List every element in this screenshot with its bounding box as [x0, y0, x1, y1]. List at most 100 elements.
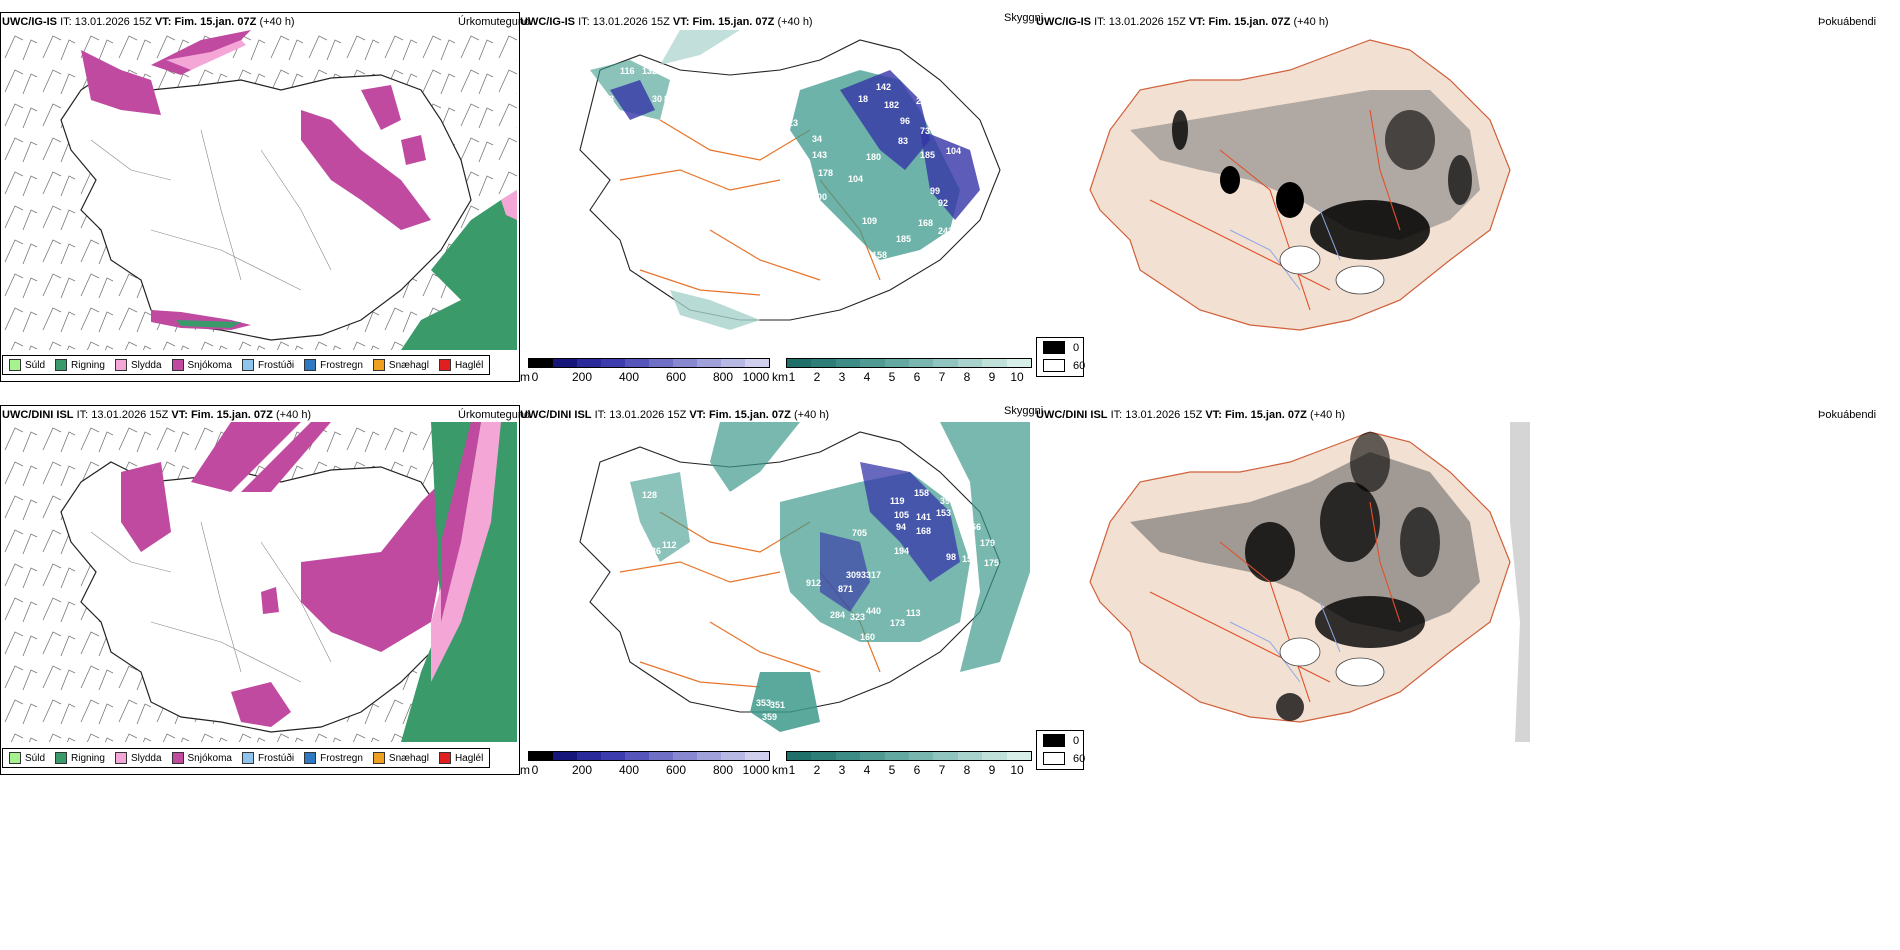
cloud-label: 214	[765, 468, 780, 478]
cloud-label: 136	[646, 546, 661, 556]
cloudbase-tick: 400	[618, 370, 640, 384]
row2-cloud-map: 128 351 214 119 158 394 105 141 153 94 1…	[576, 422, 1030, 732]
cloud-label: 83	[898, 136, 908, 146]
cloud-label: 194	[894, 546, 909, 556]
legend-item-snjokoma: Snjókoma	[171, 752, 232, 764]
visibility-tick: 5	[888, 370, 896, 384]
cloud-label: 83	[604, 94, 614, 104]
cloudbase-tick: 1000	[742, 763, 770, 777]
visibility-tick: 6	[913, 370, 921, 384]
cloud-label: 109	[862, 216, 877, 226]
cloud-label: 158	[872, 250, 887, 260]
cloud-label: 157	[962, 554, 977, 564]
row1-precip-legend: Súld Rigning Slydda Snjókoma Frostúði Fr…	[2, 355, 491, 375]
visibility-tick: 3	[838, 370, 846, 384]
row1-dew-title: Þokuábendi	[1818, 16, 1877, 28]
cloud-label: 116	[620, 66, 635, 76]
cloud-label: 141	[916, 512, 931, 522]
row1-precip-map	[1, 30, 517, 350]
legend-item-frostudi: Frostúði	[241, 359, 294, 371]
cloudbase-tick: 0	[531, 763, 539, 777]
row2-fog-legend: 0 60	[1036, 730, 1085, 770]
cloud-label: 132	[642, 66, 657, 76]
visibility-unit: km	[772, 763, 788, 777]
cloudbase-colorbar	[528, 358, 770, 368]
cloud-label: 98	[946, 552, 956, 562]
legend-item-snaehagl: Snæhagl	[372, 752, 429, 764]
cloud-label: 23	[788, 118, 798, 128]
fog-legend-row: 0	[1043, 734, 1079, 747]
row1-dew-map	[1089, 39, 1511, 331]
cloud-label: 142	[876, 82, 891, 92]
legend-item-slydda: Slydda	[114, 752, 162, 764]
visibility-tick: 10	[1010, 370, 1024, 384]
legend-item-hagel: Haglél	[438, 359, 483, 371]
cloud-label: 351	[770, 700, 785, 710]
row1-precip-panel	[0, 12, 520, 382]
visibility-tick: 2	[813, 763, 821, 777]
fog-legend-row: 60	[1043, 359, 1085, 372]
cloudbase-tick: 200	[571, 370, 593, 384]
visibility-tick: 2	[813, 370, 821, 384]
cloud-label: 359	[762, 712, 777, 722]
visibility-tick: 8	[963, 370, 971, 384]
cloud-label: 185	[920, 150, 935, 160]
cloud-label: 168	[918, 218, 933, 228]
legend-item-slydda: Slydda	[114, 359, 162, 371]
cloud-label: 242	[938, 226, 953, 236]
visibility-tick: 3	[838, 763, 846, 777]
cloud-label: 284	[830, 610, 845, 620]
cloud-label: 128	[642, 490, 657, 500]
cloud-label: 30	[652, 94, 662, 104]
cloud-label: 104	[848, 174, 863, 184]
cloud-label: 92	[938, 198, 948, 208]
cloudbase-tick: 200	[571, 763, 593, 777]
cloud-label: 180	[866, 152, 881, 162]
row2-cloudbase-scale: m 0 200 400 600 800 1000	[520, 751, 770, 777]
visibility-tick: 10	[1010, 763, 1024, 777]
row2-dew-title: Þokuábendi	[1818, 409, 1877, 421]
visibility-unit: km	[772, 370, 788, 384]
cloudbase-unit: m	[520, 370, 530, 384]
visibility-tick: 8	[963, 763, 971, 777]
fog-legend-row: 0	[1043, 341, 1079, 354]
row1-visibility-scale: km 1 2 3 4 5 6 7 8 9 10	[772, 358, 1034, 384]
legend-item-frostregn: Frostregn	[304, 359, 363, 371]
legend-item-snaehagl: Snæhagl	[372, 359, 429, 371]
cloud-label: 113	[906, 608, 921, 618]
row1-cloudbase-scale: m 0 200 400 600 800 1000	[520, 358, 770, 384]
cloud-label: 153	[936, 508, 951, 518]
visibility-tick: 9	[988, 370, 996, 384]
cloud-label: 129	[776, 94, 791, 104]
row2-dew-map	[1089, 422, 1530, 742]
legend-item-sudl: Súld	[9, 752, 45, 764]
legend-item-rigning: Rigning	[55, 752, 105, 764]
cloud-label: 184	[754, 592, 769, 602]
cloud-label: 99	[930, 186, 940, 196]
row1-fog-legend: 0 60	[1036, 337, 1085, 377]
row1-cloud-map: 116 132 83 30 87 129 23 105 143 34 178 1…	[560, 30, 1001, 330]
visibility-tick: 1	[788, 370, 796, 384]
cloud-label: 166	[966, 522, 981, 532]
cloud-label: 394	[940, 496, 955, 506]
cloud-label: 96	[900, 116, 910, 126]
cloud-label: 104	[946, 146, 961, 156]
cloud-label: 173	[890, 618, 905, 628]
legend-item-rigning: Rigning	[55, 359, 105, 371]
row2-precip-legend: Súld Rigning Slydda Snjókoma Frostúði Fr…	[2, 748, 491, 768]
row2-precip-header: UWC/DINI ISL IT: 13.01.2026 15Z VT: Fim.…	[2, 409, 312, 421]
cloudbase-tick: 0	[531, 370, 539, 384]
visibility-tick: 1	[788, 763, 796, 777]
cloud-label: 112	[662, 540, 677, 550]
cloud-label: 351	[718, 490, 733, 500]
row1-precip-title: Úrkomutegund	[458, 16, 531, 28]
cloud-label: 119	[890, 496, 905, 506]
row1-cloud-labels: 116 132 83 30 87 129 23 105 143 34 178 1…	[560, 66, 961, 260]
cloud-label: 210	[916, 96, 931, 106]
cloud-label: 353	[756, 698, 771, 708]
cloud-label: 912	[806, 578, 821, 588]
row1-precip-header: UWC/IG-IS IT: 13.01.2026 15Z VT: Fim. 15…	[2, 16, 295, 28]
cloud-label: 89	[560, 196, 568, 206]
cloud-label: 105	[786, 146, 801, 156]
cloud-label: 70	[576, 590, 586, 600]
